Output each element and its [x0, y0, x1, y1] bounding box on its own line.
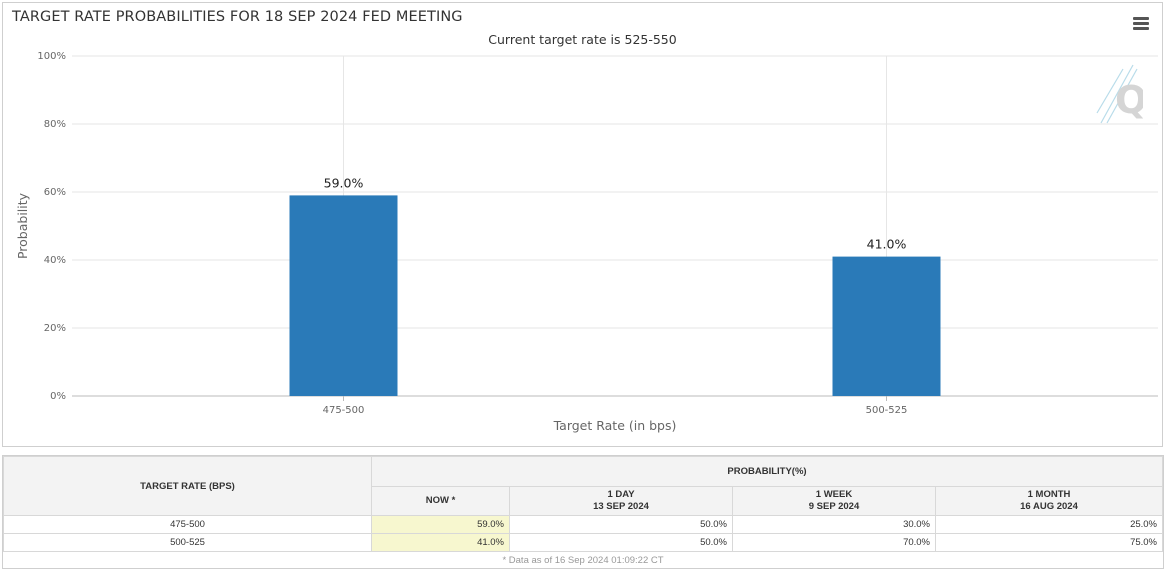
cell-now: 41.0% [371, 533, 510, 552]
y-tick-label: 80% [44, 119, 66, 130]
x-tick-label: 500-525 [866, 405, 908, 416]
header-target-rate: TARGET RATE (BPS) [3, 456, 372, 516]
bar-chart: 0% 20% 40% 60% 80% 100% 59.0% 41.0% 475-500 500… [15, 51, 1158, 433]
header-now: NOW * [371, 486, 510, 516]
cell-1-week: 30.0% [732, 515, 936, 534]
chart-panel: 0% 20% 40% 60% 80% 100% 59.0% 41.0% 475-500 500… [2, 2, 1163, 447]
hamburger-menu-icon[interactable] [1133, 17, 1149, 31]
chart-subtitle: Current target rate is 525-550 [488, 32, 677, 47]
data-label: 59.0% [324, 175, 364, 190]
data-timestamp-footnote: * Data as of 16 Sep 2024 01:09:22 CT [502, 555, 664, 566]
header-1-week: 1 WEEK 9 SEP 2024 [732, 486, 936, 516]
x-tick-label: 475-500 [323, 405, 365, 416]
cell-1-day: 50.0% [509, 533, 733, 552]
cell-rate: 500-525 [3, 533, 372, 552]
probability-table-panel: TARGET RATE (BPS) PROBABILITY(%) NOW * 1… [2, 455, 1164, 569]
cell-1-day: 50.0% [509, 515, 733, 534]
chart-title: TARGET RATE PROBABILITIES FOR 18 SEP 202… [12, 9, 463, 25]
cell-1-month: 25.0% [935, 515, 1163, 534]
probability-table: TARGET RATE (BPS) PROBABILITY(%) NOW * 1… [3, 456, 1163, 552]
table-row: 500-525 41.0% 50.0% 70.0% 75.0% [3, 533, 1163, 552]
bar [832, 256, 941, 396]
x-axis-title: Target Rate (in bps) [553, 418, 677, 433]
y-tick-label: 60% [44, 187, 66, 198]
bar [289, 195, 398, 396]
header-probability: PROBABILITY(%) [371, 456, 1163, 487]
table-row: 475-500 59.0% 50.0% 30.0% 25.0% [3, 515, 1163, 534]
y-tick-label: 0% [50, 391, 66, 402]
y-tick-label: 20% [44, 323, 66, 334]
cell-1-month: 75.0% [935, 533, 1163, 552]
q-logo-icon: Q [1096, 64, 1143, 124]
cell-now: 59.0% [371, 515, 510, 534]
y-tick-label: 100% [37, 51, 66, 62]
svg-text:Q: Q [1115, 78, 1143, 122]
y-axis-title: Probability [15, 192, 30, 259]
header-1-day: 1 DAY 13 SEP 2024 [509, 486, 733, 516]
cell-rate: 475-500 [3, 515, 372, 534]
header-1-month: 1 MONTH 16 AUG 2024 [935, 486, 1163, 516]
data-label: 41.0% [867, 237, 907, 252]
cell-1-week: 70.0% [732, 533, 936, 552]
y-tick-label: 40% [44, 255, 66, 266]
